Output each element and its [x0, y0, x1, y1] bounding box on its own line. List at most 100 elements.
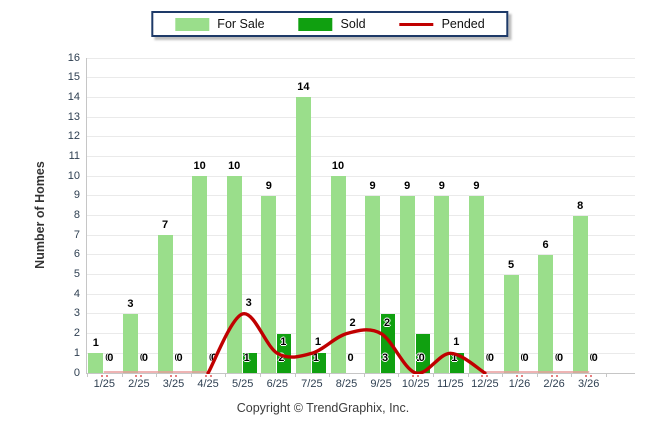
bar-for-sale	[503, 274, 519, 373]
bar-sold	[381, 313, 396, 373]
x-axis-label: 4/25	[197, 378, 219, 390]
chart-legend: For Sale Sold Pended	[151, 11, 509, 37]
x-axis-tick	[87, 373, 88, 377]
gridline	[86, 352, 635, 354]
x-axis-tick	[363, 373, 365, 377]
y-tick-label: 15	[67, 71, 80, 84]
pended-zero-marker	[204, 375, 212, 377]
x-axis-tick	[294, 373, 296, 377]
pended-value-label: 1	[280, 336, 287, 349]
bar-for-sale	[399, 195, 415, 373]
for-sale-value-label: 14	[297, 81, 310, 94]
for-sale-value-label: 9	[404, 179, 411, 192]
sold-value-label: 0	[520, 352, 527, 364]
y-tick-label: 1	[73, 346, 80, 359]
y-tick-label: 10	[67, 169, 80, 182]
sold-value-label: 0	[174, 352, 181, 364]
pended-zero-marker	[135, 375, 143, 377]
sold-value-label: 2	[416, 352, 423, 364]
y-tick-label: 5	[73, 268, 80, 281]
x-axis-label: 11/25	[436, 378, 464, 390]
pended-value-label: 1	[453, 336, 460, 349]
gridline	[86, 155, 635, 157]
y-tick-label: 2	[73, 327, 80, 340]
for-sale-value-label: 10	[331, 160, 345, 173]
y-tick-label: 13	[67, 110, 80, 123]
sold-value-label: 1	[243, 352, 250, 364]
legend-item-pended: Pended	[399, 17, 485, 31]
gridline	[86, 195, 635, 197]
for-sale-swatch	[175, 17, 210, 31]
gridline	[86, 215, 635, 216]
gridline	[86, 333, 635, 335]
sold-value-label: 2	[278, 352, 285, 364]
gridline	[86, 96, 635, 98]
sold-swatch	[298, 17, 333, 31]
x-axis-tick	[398, 373, 400, 377]
gridline	[86, 372, 635, 374]
gridline	[86, 77, 635, 79]
for-sale-value-label: 9	[438, 179, 445, 192]
sold-value-label: 3	[382, 352, 389, 364]
sold-value-label: 1	[312, 352, 319, 364]
x-axis-tick	[156, 373, 158, 377]
bar-for-sale	[330, 176, 346, 373]
pended-zero-marker	[550, 375, 558, 377]
x-axis-label: 10/25	[401, 378, 430, 390]
y-tick-label: 8	[73, 209, 80, 221]
y-tick-label: 16	[67, 51, 80, 64]
pended-value-label: 3	[245, 296, 252, 309]
x-axis-tick	[571, 373, 573, 377]
bar-for-sale	[88, 353, 104, 373]
x-axis-tick	[190, 373, 192, 377]
pended-zero-marker	[100, 375, 108, 377]
x-axis-tick	[536, 373, 538, 377]
gridline	[86, 313, 635, 315]
x-axis-tick	[467, 373, 469, 377]
for-sale-value-label: 5	[507, 258, 515, 271]
pended-value-label: 2	[384, 316, 391, 329]
gridline	[86, 57, 635, 59]
pended-value-label: 1	[314, 336, 321, 349]
for-sale-value-label: 10	[193, 160, 206, 173]
x-axis-label: 8/25	[335, 378, 358, 390]
x-axis-label: 7/25	[301, 378, 323, 390]
legend-label: Sold	[340, 17, 366, 31]
bar-sold	[277, 333, 292, 373]
pended-line-layer	[103, 312, 590, 374]
bar-for-sale	[468, 195, 484, 373]
pended-value-label: 0	[141, 352, 148, 364]
bar-for-sale	[261, 195, 277, 373]
gridline	[86, 293, 635, 295]
pended-zero-marker	[412, 375, 420, 377]
for-sale-value-label: 1	[92, 337, 99, 350]
pended-value-label: 0	[522, 352, 529, 364]
sold-value-label: 0	[347, 352, 354, 364]
pended-zero-marker	[516, 375, 523, 377]
y-tick-label: 3	[73, 307, 80, 320]
bar-for-sale	[157, 235, 173, 373]
pended-zero-marker	[170, 375, 177, 377]
x-axis-tick	[606, 373, 607, 377]
copyright-text: Copyright © TrendGraphix, Inc.	[236, 401, 410, 415]
x-axis-tick	[502, 373, 504, 377]
x-axis-label: 6/25	[266, 378, 288, 390]
pended-zero-marker	[585, 375, 593, 377]
pended-value-label: 0	[176, 352, 183, 364]
bar-for-sale	[226, 176, 242, 373]
legend-label: For Sale	[217, 17, 265, 31]
bar-for-sale	[572, 215, 588, 373]
pended-value-label: 0	[107, 352, 114, 364]
pended-value-label: 0	[418, 352, 425, 364]
x-axis-label: 9/25	[370, 378, 392, 390]
bar-for-sale	[122, 313, 138, 373]
x-axis-tick	[121, 373, 123, 377]
bar-for-sale	[192, 176, 208, 373]
y-tick-label: 4	[73, 287, 80, 300]
sold-value-label: 0	[139, 352, 146, 364]
legend-item-sold: Sold	[298, 17, 366, 31]
for-sale-value-label: 7	[161, 219, 169, 232]
gridline	[86, 274, 635, 276]
y-tick-label: 12	[67, 130, 80, 143]
